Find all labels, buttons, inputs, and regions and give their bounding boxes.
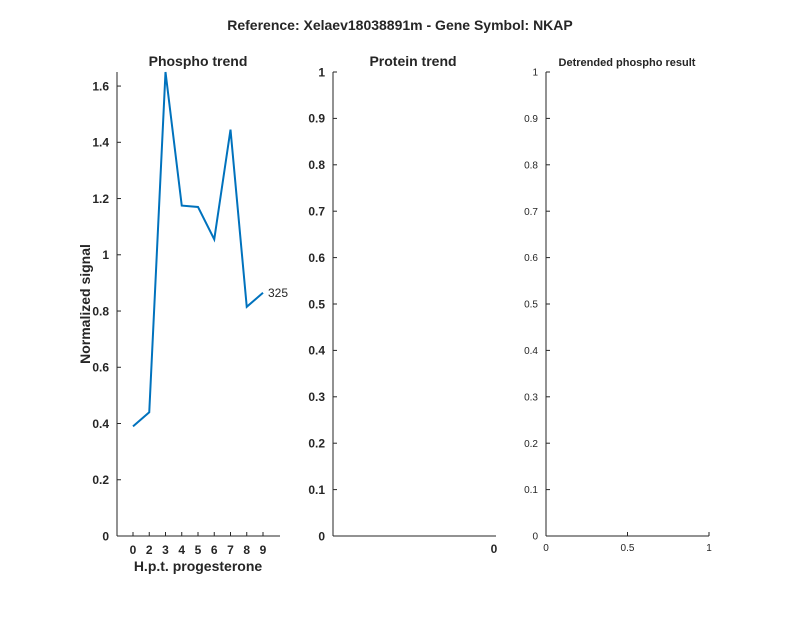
detrended-title: Detrended phospho result bbox=[559, 57, 696, 69]
phospho-y-tick-label: 0.2 bbox=[92, 473, 109, 487]
detrended-panel: Detrended phospho result 0 0.1 0.2 0.3 0.4 0.… bbox=[524, 57, 712, 554]
protein-y-tick-label: 0.9 bbox=[308, 112, 325, 126]
protein-x-ticks: 0 bbox=[491, 542, 498, 556]
phospho-y-ticks: 0 0.2 0.4 0.6 0.8 1 1.2 1.4 1.6 bbox=[92, 79, 121, 543]
phospho-trend-title: Phospho trend bbox=[149, 53, 248, 69]
phospho-trend-panel: Phospho trend H.p.t. progesterone Normal… bbox=[77, 53, 288, 574]
protein-y-tick-label: 0.6 bbox=[308, 251, 325, 265]
detrended-y-tick-label: 1 bbox=[532, 68, 538, 79]
protein-trend-panel: Protein trend 00.10.20.30.40.50.60.70.80… bbox=[308, 53, 497, 556]
phospho-y-axis-label: Normalized signal bbox=[77, 244, 93, 364]
phospho-y-tick-label: 1.4 bbox=[92, 136, 109, 150]
detrended-y-ticks: 0 0.1 0.2 0.3 0.4 0.5 0.6 0.7 0.8 0.9 1 bbox=[524, 68, 550, 543]
detrended-y-tick-label: 0 bbox=[532, 532, 538, 543]
protein-y-tick-label: 0.3 bbox=[308, 390, 325, 404]
detrended-y-tick-label: 0.9 bbox=[524, 114, 538, 125]
phospho-y-tick-label: 0 bbox=[102, 529, 109, 543]
detrended-y-tick-label: 0.7 bbox=[524, 207, 538, 218]
phospho-x-tick-label: 4 bbox=[178, 543, 185, 557]
detrended-y-tick-label: 0.2 bbox=[524, 439, 538, 450]
phospho-x-tick-label: 3 bbox=[162, 543, 169, 557]
figure-title: Reference: Xelaev18038891m - Gene Symbol… bbox=[227, 17, 573, 33]
phospho-y-tick-label: 0.8 bbox=[92, 304, 109, 318]
detrended-x-tick-label: 0 bbox=[543, 543, 549, 554]
protein-y-tick-label: 0.2 bbox=[308, 437, 325, 451]
phospho-y-tick-label: 1 bbox=[102, 248, 109, 262]
phospho-x-tick-label: 7 bbox=[227, 543, 234, 557]
phospho-series: 325 bbox=[132, 71, 288, 428]
protein-y-tick-label: 0.1 bbox=[308, 483, 325, 497]
phospho-x-tick-label: 2 bbox=[146, 543, 153, 557]
protein-y-tick-label: 0 bbox=[318, 529, 325, 543]
phospho-x-tick-label: 9 bbox=[260, 543, 267, 557]
phospho-y-tick-label: 1.6 bbox=[92, 79, 109, 93]
protein-y-tick-label: 0.8 bbox=[308, 158, 325, 172]
protein-y-tick-label: 0.7 bbox=[308, 205, 325, 219]
phospho-y-tick-label: 0.6 bbox=[92, 361, 109, 375]
detrended-y-tick-label: 0.3 bbox=[524, 392, 538, 403]
phospho-x-tick-label: 6 bbox=[211, 543, 218, 557]
detrended-y-tick-label: 0.6 bbox=[524, 253, 538, 264]
protein-trend-title: Protein trend bbox=[369, 53, 456, 69]
protein-y-tick-label: 1 bbox=[318, 65, 325, 79]
detrended-y-tick-label: 0.8 bbox=[524, 160, 538, 171]
detrended-y-tick-label: 0.5 bbox=[524, 300, 538, 311]
protein-y-tick-label: 0.4 bbox=[308, 344, 325, 358]
protein-y-ticks: 0 0.1 0.2 0.3 0.4 0.5 0.6 0.7 0.8 0.9 1 bbox=[308, 65, 337, 543]
detrended-x-tick-label: 0.5 bbox=[621, 543, 635, 554]
phospho-x-tick-label: 0 bbox=[130, 543, 137, 557]
detrended-y-tick-label: 0.1 bbox=[524, 485, 538, 496]
phospho-x-tick-label: 5 bbox=[195, 543, 202, 557]
protein-x-tick-label: 0 bbox=[491, 542, 498, 556]
phospho-x-tick-label: 8 bbox=[243, 543, 250, 557]
phospho-series-end-label: 325 bbox=[268, 286, 288, 300]
phospho-y-tick-label: 1.2 bbox=[92, 192, 109, 206]
phospho-y-tick-label: 0.4 bbox=[92, 417, 109, 431]
protein-y-tick-label: 0.5 bbox=[308, 297, 325, 311]
detrended-y-tick-label: 0.4 bbox=[524, 346, 538, 357]
phospho-series-line bbox=[132, 71, 264, 428]
detrended-x-ticks: 0 0.5 1 bbox=[543, 532, 712, 554]
detrended-x-tick-label: 1 bbox=[706, 543, 712, 554]
phospho-x-axis-label: H.p.t. progesterone bbox=[134, 558, 263, 574]
